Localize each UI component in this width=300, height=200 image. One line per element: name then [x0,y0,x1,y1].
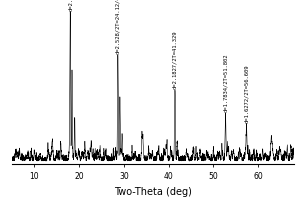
Text: d=1.6272/2T=56.609: d=1.6272/2T=56.609 [244,64,249,123]
Text: d=1.7834/2T=51.802: d=1.7834/2T=51.802 [223,54,228,112]
Text: d=2.1/15/2T=22.86: d=2.1/15/2T=22.86 [68,0,73,11]
Text: d=2.528/2T=24.12/41: d=2.528/2T=24.12/41 [116,0,120,54]
Text: d=2.1827/2T=41.329: d=2.1827/2T=41.329 [172,31,177,89]
X-axis label: Two-Theta (deg): Two-Theta (deg) [114,187,192,197]
